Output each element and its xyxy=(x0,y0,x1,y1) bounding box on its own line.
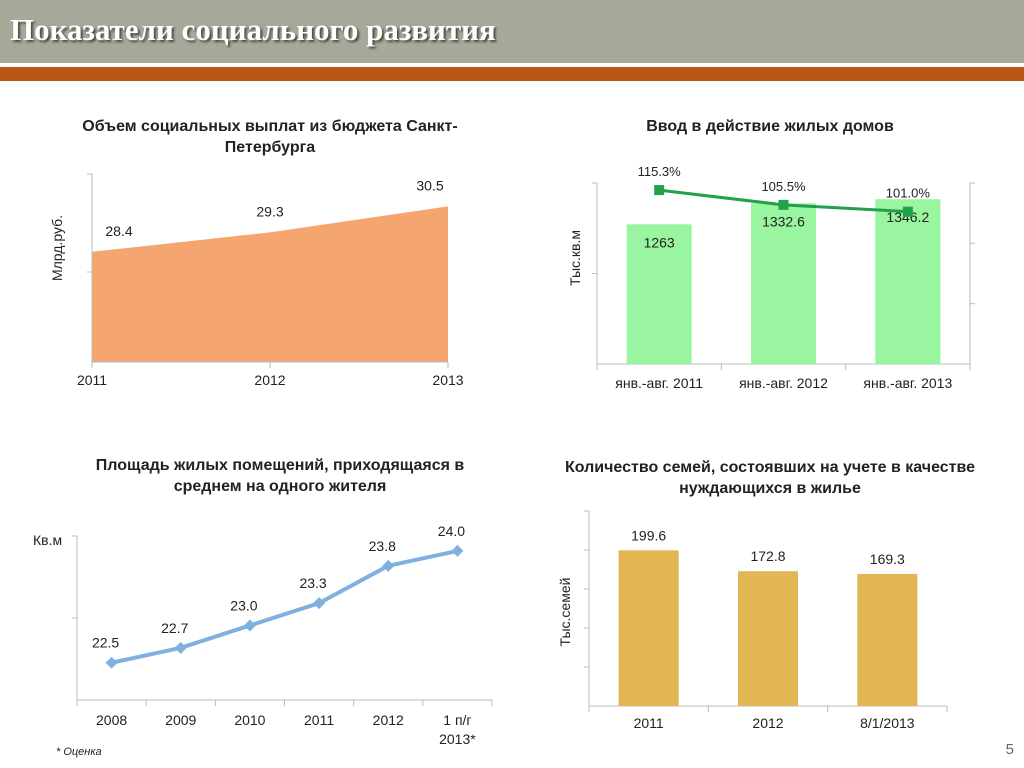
growth-marker xyxy=(902,206,913,217)
line-marker xyxy=(313,597,326,610)
x-tick-label: 2008 xyxy=(96,712,127,728)
slide-title: Показатели социального развития xyxy=(10,12,496,47)
x-tick-label: янв.-авг. 2012 xyxy=(739,375,828,391)
bar xyxy=(738,571,798,706)
bar-data-label: 1332.6 xyxy=(762,213,805,229)
x-tick-label: янв.-авг. 2013 xyxy=(863,375,952,391)
data-label: 23.3 xyxy=(299,575,326,591)
header-bar: Показатели социального развития xyxy=(0,0,1024,63)
accent-stripe xyxy=(0,67,1024,81)
x-tick-label: 2012 xyxy=(254,372,285,388)
data-label: 29.3 xyxy=(256,203,283,219)
bar xyxy=(618,550,679,706)
data-label: 30.5 xyxy=(416,177,443,193)
y-axis-label: Кв.м xyxy=(33,532,62,548)
data-label: 199.6 xyxy=(631,527,666,543)
growth-data-label: 101.0% xyxy=(886,186,931,201)
data-label: 172.8 xyxy=(750,548,785,564)
data-label: 23.0 xyxy=(230,597,257,613)
data-label: 22.7 xyxy=(161,620,188,636)
series-line xyxy=(111,548,458,665)
y-axis-label: Млрд.руб. xyxy=(49,215,65,281)
growth-data-label: 115.3% xyxy=(638,164,682,179)
chart2-title: Ввод в действие жилых домов xyxy=(646,118,894,135)
line-marker xyxy=(451,544,464,557)
growth-marker xyxy=(654,185,665,196)
x-tick-label: 2011 xyxy=(304,712,334,728)
x-tick-label: 8/1/2013 xyxy=(860,715,915,731)
growth-data-label: 105.5% xyxy=(761,179,806,194)
data-label: 23.8 xyxy=(369,538,396,554)
x-tick-label: янв.-авг. 2011 xyxy=(615,375,703,391)
y-axis-label: Тыс.кв.м xyxy=(567,230,583,286)
bar xyxy=(751,203,816,364)
x-tick-label: 2012 xyxy=(752,715,783,731)
bar xyxy=(857,573,918,706)
x-tick-label: 2012 xyxy=(373,712,404,728)
bar xyxy=(626,224,692,364)
data-label: 28.4 xyxy=(105,223,132,239)
growth-marker xyxy=(778,199,789,210)
x-tick-label: 2009 xyxy=(165,712,196,728)
line-marker xyxy=(105,656,118,669)
chart1-title: Объем социальных выплат из бюджета Санкт… xyxy=(82,118,458,156)
bar xyxy=(875,199,941,364)
x-tick-label: 2013 xyxy=(432,372,463,388)
data-label: 24.0 xyxy=(438,523,465,539)
area-series xyxy=(92,206,448,362)
chart4-title: Количество семей, состоявших на учете в … xyxy=(564,459,976,497)
y-axis-label: Тыс.семей xyxy=(557,578,573,647)
x-tick-label: 2010 xyxy=(234,712,265,728)
x-tick-label: 1 п/г xyxy=(443,712,471,728)
data-label: 22.5 xyxy=(92,635,119,651)
x-tick-label: 2011 xyxy=(634,715,664,731)
footnote: * Оценка xyxy=(56,746,102,758)
line-marker xyxy=(243,619,256,632)
bar-data-label: 1263 xyxy=(644,234,675,250)
line-marker xyxy=(174,641,187,654)
x-tick-label: 2011 xyxy=(77,372,107,388)
data-label: 169.3 xyxy=(870,551,905,567)
chart3-title: Площадь жилых помещений, приходящаяся в … xyxy=(95,457,465,495)
line-marker xyxy=(382,559,395,572)
x-tick-label: 2013* xyxy=(439,731,476,747)
page-number: 5 xyxy=(1005,741,1014,758)
bar-data-label: 1346.2 xyxy=(886,209,929,225)
